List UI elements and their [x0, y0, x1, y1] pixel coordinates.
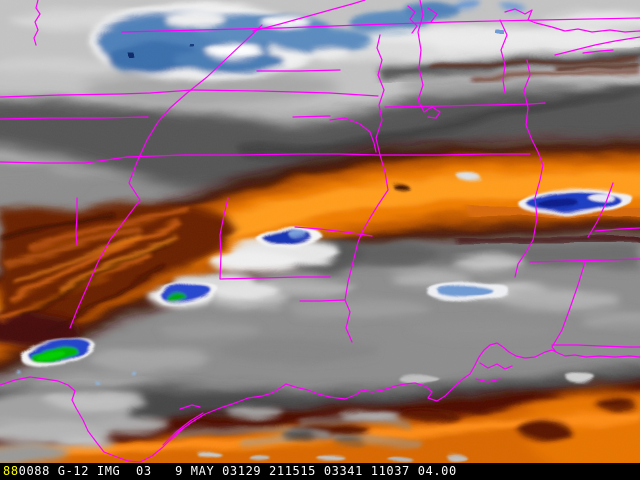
status-bar: 88 0088 G-12 IMG 03 9 MAY 03129 211515 03…: [0, 463, 640, 480]
image-info-text: 0088 G-12 IMG 03 9 MAY 03129 211515 0334…: [18, 464, 457, 478]
satellite-image: [0, 0, 640, 463]
image-grain-texture: [0, 0, 640, 463]
frame-number-label: 88: [3, 464, 19, 478]
state-boundaries-overlay: [0, 0, 640, 463]
